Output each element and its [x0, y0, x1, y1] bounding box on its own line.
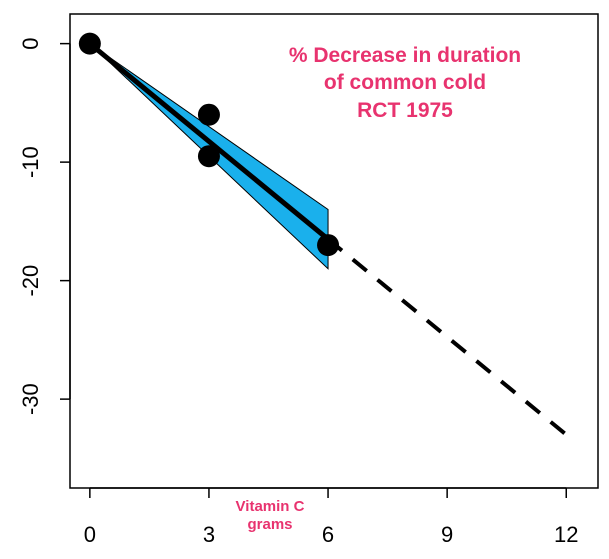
fit-line	[88, 41, 330, 242]
x-axis-label-line-1: Vitamin C	[236, 498, 305, 515]
x-axis-label-line-2: grams	[247, 516, 292, 533]
data-point-3	[197, 145, 220, 168]
data-point-2	[197, 103, 220, 126]
chart-title-line-1: % Decrease in duration	[289, 44, 521, 67]
chart-title-line-3: RCT 1975	[357, 99, 453, 122]
x-axis: 0 3 6 9 12	[84, 487, 578, 547]
y-tick-label--10: -10	[18, 146, 43, 178]
x-tick-label-3: 3	[203, 522, 215, 547]
y-axis: 0 -10 -20 -30	[18, 38, 71, 415]
chart-title-line-2: of common cold	[324, 71, 486, 94]
x-tick-label-9: 9	[441, 522, 453, 547]
data-points-layer	[78, 32, 340, 257]
x-tick-label-0: 0	[84, 522, 96, 547]
y-tick-label--20: -20	[18, 265, 43, 297]
y-tick-label-0: 0	[18, 38, 43, 50]
x-tick-label-12: 12	[554, 522, 578, 547]
fit-line-layer	[88, 41, 568, 437]
y-tick-label--30: -30	[18, 383, 43, 415]
extrapolation-line	[326, 237, 568, 437]
data-point-4	[317, 234, 340, 257]
data-point-1	[78, 32, 101, 55]
x-tick-label-6: 6	[322, 522, 334, 547]
